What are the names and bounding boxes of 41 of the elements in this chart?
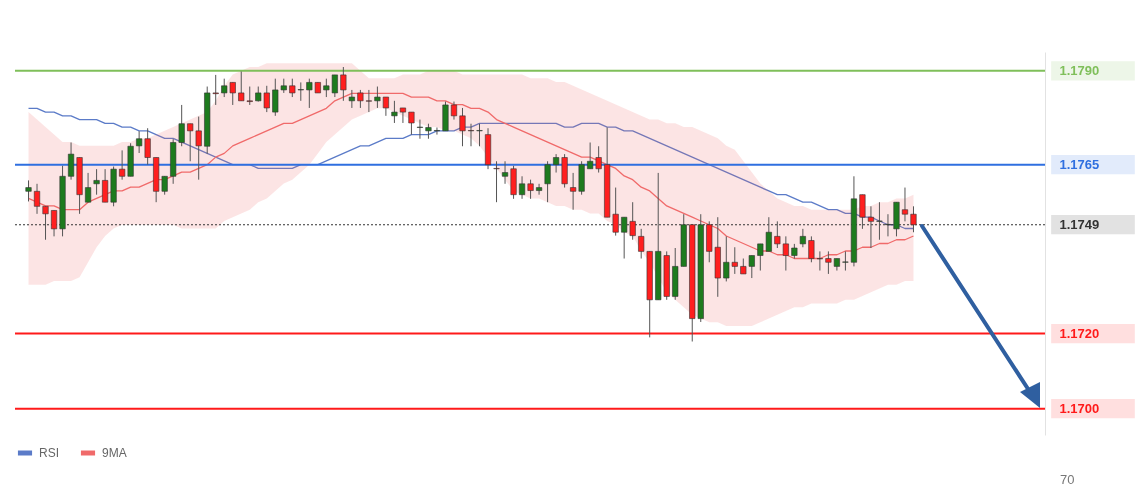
candlestick <box>391 100 398 124</box>
candlestick <box>382 96 389 117</box>
y-tick-label: 1.1790 <box>1059 63 1100 79</box>
candlestick <box>842 250 849 272</box>
y-tick-label: 1.1749 <box>1059 217 1100 233</box>
candlestick <box>102 168 109 203</box>
candlestick <box>348 89 355 109</box>
candlestick <box>416 119 423 140</box>
y-tick-label: 1.1765 <box>1059 157 1100 173</box>
line-series <box>27 107 915 230</box>
candlestick <box>408 111 415 136</box>
candlestick <box>493 160 500 203</box>
candlestick <box>553 153 560 174</box>
candlestick <box>799 228 806 248</box>
candlestick <box>825 250 832 275</box>
line-series <box>27 92 915 260</box>
candlestick <box>374 86 381 109</box>
candlestick <box>50 209 58 237</box>
candlestick <box>450 101 458 121</box>
text: 70 <box>1060 472 1075 487</box>
candlestick <box>476 123 483 147</box>
candlestick <box>68 141 75 181</box>
candlestick <box>501 160 509 185</box>
candlestick <box>25 179 32 202</box>
candlestick <box>85 172 92 203</box>
candlestick <box>399 107 406 124</box>
y-tick-label: 1.1700 <box>1059 401 1100 417</box>
candlestick <box>544 160 551 203</box>
candlestick <box>527 179 534 200</box>
candlestick <box>340 66 347 102</box>
legend-label: 9MA <box>102 446 127 460</box>
candlestick <box>459 107 466 147</box>
legend-label: RSI <box>39 446 60 460</box>
candlestick <box>467 123 475 147</box>
candlestick <box>93 168 100 196</box>
candlestick <box>519 175 526 200</box>
y-tick-label: 1.1720 <box>1059 326 1100 342</box>
candlestick <box>433 126 441 136</box>
candlestick <box>901 187 909 222</box>
candlestick <box>536 183 543 196</box>
candlestick <box>33 183 41 215</box>
